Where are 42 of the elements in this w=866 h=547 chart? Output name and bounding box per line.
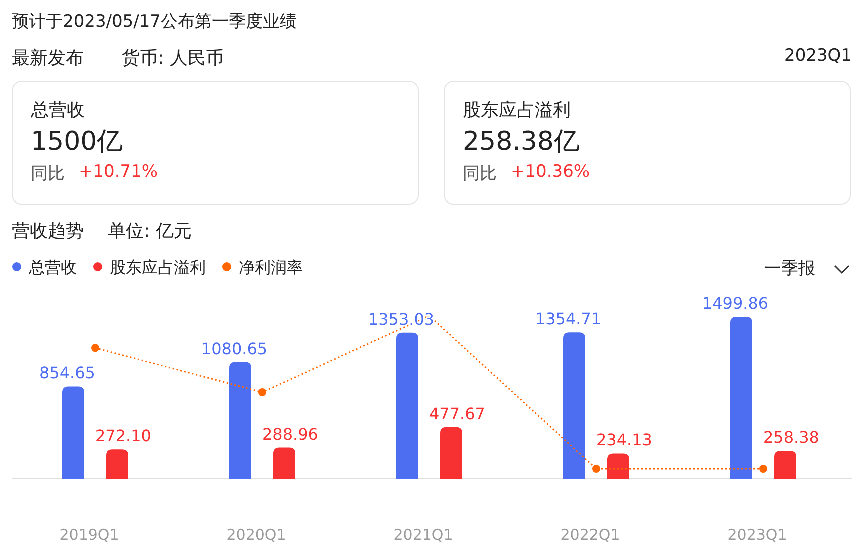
- text: 1500亿: [31, 126, 124, 159]
- text: 股东应占溢利: [463, 99, 571, 122]
- legend-label: 股东应占溢利: [110, 258, 206, 277]
- chart-subtitle: 单位: 亿元: [108, 220, 192, 243]
- bar: [396, 332, 418, 479]
- text: 同比: [31, 163, 65, 185]
- data-label: 258.38: [764, 428, 820, 448]
- text: 货币: 人民币: [122, 47, 224, 70]
- text: 一季报: [764, 259, 816, 279]
- text: 总营收: [31, 99, 85, 122]
- chart-title: 营收趋势: [12, 220, 84, 243]
- legend-label: 净利润率: [239, 258, 303, 277]
- bar: [274, 448, 296, 479]
- data-label: 477.67: [430, 404, 486, 424]
- text: +10.71%: [79, 162, 158, 182]
- bar: [62, 386, 84, 479]
- data-label: 1354.71: [535, 310, 602, 329]
- bar: [774, 451, 796, 479]
- data-label: 234.13: [596, 430, 652, 450]
- x-tick-label: 2023Q1: [728, 526, 788, 544]
- x-tick-label: 2022Q1: [560, 526, 620, 544]
- data-label: 272.10: [96, 426, 152, 446]
- data-label: 1499.86: [702, 294, 769, 314]
- x-tick-label: 2019Q1: [60, 526, 120, 544]
- bar: [230, 362, 252, 479]
- text: 258.38亿: [463, 126, 580, 159]
- bar: [564, 332, 586, 479]
- text: +10.36%: [511, 162, 590, 182]
- text: 最新发布: [12, 47, 84, 70]
- bar: [608, 454, 630, 479]
- data-label: 288.96: [262, 424, 318, 444]
- data-label: 854.65: [40, 364, 96, 383]
- bar: [730, 317, 752, 479]
- x-tick-label: 2020Q1: [226, 526, 286, 544]
- text: 同比: [463, 163, 497, 185]
- bar: [106, 450, 128, 479]
- text: 2023Q1: [784, 46, 852, 66]
- legend-label: 总营收: [28, 258, 77, 277]
- data-label: 1080.65: [201, 339, 268, 358]
- bar: [440, 427, 462, 479]
- text: 预计于2023/05/17公布第一季度业绩: [12, 11, 297, 33]
- x-tick-label: 2021Q1: [394, 526, 454, 544]
